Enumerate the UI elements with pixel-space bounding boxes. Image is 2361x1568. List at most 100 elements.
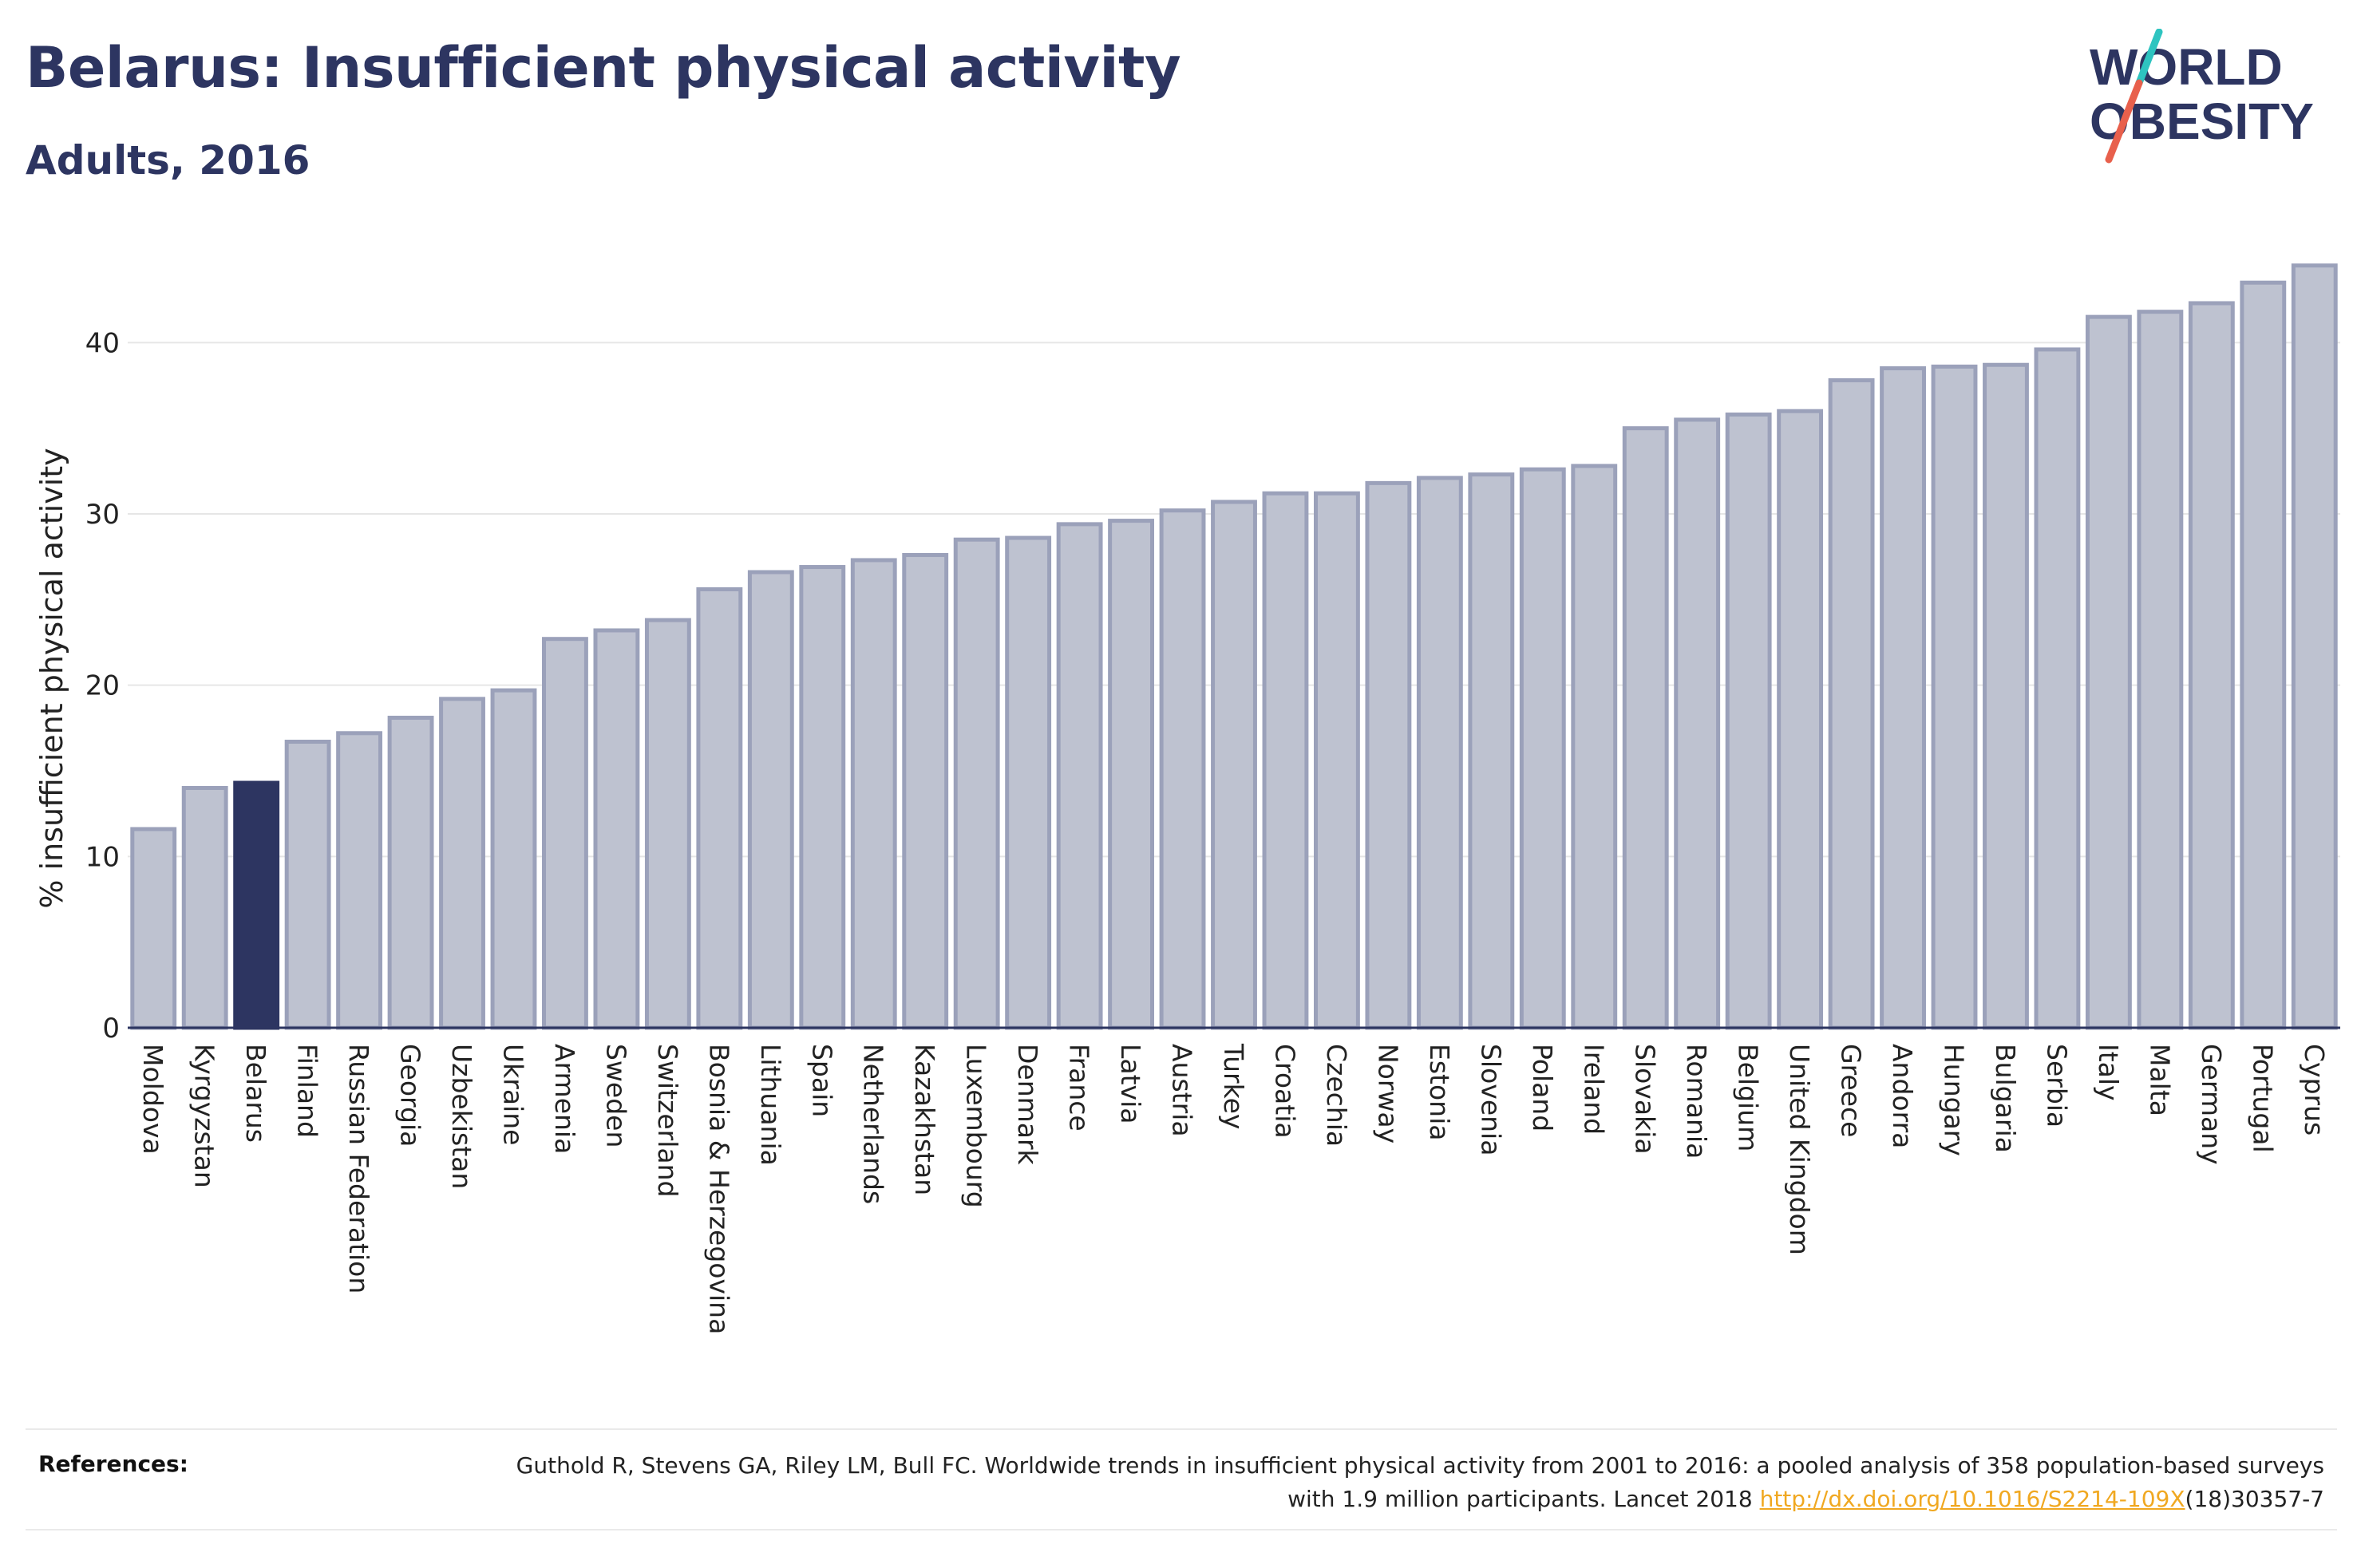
bar-georgia[interactable] xyxy=(387,715,434,1030)
reference-doi-link[interactable]: http://dx.doi.org/10.1016/S2214-109X xyxy=(1759,1486,2185,1512)
x-tick-label: Andorra xyxy=(1887,1044,1918,1148)
bar-spain[interactable] xyxy=(799,565,846,1030)
bar-cyprus[interactable] xyxy=(2291,263,2338,1030)
y-tick-label: 40 xyxy=(85,327,120,359)
x-tick-label: Bulgaria xyxy=(1990,1044,2021,1153)
x-tick-label: Georgia xyxy=(395,1044,426,1147)
x-tick-label: Denmark xyxy=(1012,1044,1043,1166)
bar-serbia[interactable] xyxy=(2034,347,2081,1030)
x-tick-label: Cyprus xyxy=(2299,1044,2330,1136)
x-tick-label: Romania xyxy=(1681,1044,1712,1159)
x-tick-label: Malta xyxy=(2144,1044,2175,1116)
x-tick-label: Ukraine xyxy=(497,1044,528,1145)
logo-slash-teal xyxy=(2135,28,2163,87)
bar-belarus[interactable] xyxy=(233,780,280,1030)
x-tick-label: Czechia xyxy=(1321,1044,1352,1147)
x-tick-label: Netherlands xyxy=(858,1044,889,1204)
bar-bosnia-herzegovina[interactable] xyxy=(696,587,743,1030)
bar-ireland[interactable] xyxy=(1571,464,1618,1030)
y-axis-label: % insufficient physical activity xyxy=(34,448,69,908)
x-tick-label: Latvia xyxy=(1115,1044,1146,1124)
bars xyxy=(130,263,2338,1030)
bar-kyrgyzstan[interactable] xyxy=(181,785,228,1030)
x-tick-label: Ireland xyxy=(1578,1044,1609,1135)
x-axis-labels: Moldova Kyrgyzstan Belarus Finland Russian F… xyxy=(137,1043,2330,1334)
x-tick-label: United Kingdom xyxy=(1784,1044,1815,1255)
bar-italy[interactable] xyxy=(2085,314,2132,1030)
bar-russian-federation[interactable] xyxy=(336,731,383,1030)
bar-slovenia[interactable] xyxy=(1468,472,1515,1030)
bar-lithuania[interactable] xyxy=(747,570,794,1030)
x-tick-label: Hungary xyxy=(1939,1044,1970,1156)
x-tick-label: Estonia xyxy=(1424,1044,1455,1140)
bar-united-kingdom[interactable] xyxy=(1777,409,1824,1030)
references-panel: References: Guthold R, Stevens GA, Riley… xyxy=(26,1428,2337,1530)
bar-luxembourg[interactable] xyxy=(953,537,1000,1030)
bar-romania[interactable] xyxy=(1674,417,1721,1030)
bar-germany[interactable] xyxy=(2188,301,2235,1030)
x-tick-label: Kyrgyzstan xyxy=(189,1044,220,1188)
x-tick-label: Turkey xyxy=(1218,1043,1249,1129)
chart-title: Belarus: Insufficient physical activity xyxy=(26,35,1181,101)
references-text: Guthold R, Stevens GA, Riley LM, Bull FC… xyxy=(488,1449,2324,1516)
x-tick-label: Germany xyxy=(2196,1044,2227,1165)
x-tick-label: Italy xyxy=(2093,1044,2124,1101)
x-tick-label: Lithuania xyxy=(755,1044,786,1166)
bar-andorra[interactable] xyxy=(1880,366,1926,1030)
bar-belgium[interactable] xyxy=(1725,412,1772,1030)
x-tick-label: Serbia xyxy=(2041,1044,2072,1128)
reference-citation: Guthold R, Stevens GA, Riley LM, Bull FC… xyxy=(516,1452,2324,1512)
logo-line1: WORLD xyxy=(2090,38,2283,96)
bar-turkey[interactable] xyxy=(1211,500,1257,1030)
bar-croatia[interactable] xyxy=(1262,491,1309,1030)
bar-austria[interactable] xyxy=(1159,508,1206,1030)
bar-hungary[interactable] xyxy=(1931,364,1978,1030)
reference-suffix: (18)30357-7 xyxy=(2185,1486,2324,1512)
bar-bulgaria[interactable] xyxy=(1983,362,2029,1030)
x-tick-label: France xyxy=(1064,1044,1095,1132)
bar-norway[interactable] xyxy=(1365,480,1412,1030)
bar-switzerland[interactable] xyxy=(644,618,691,1030)
y-tick-label: 10 xyxy=(85,841,120,873)
bar-chart: 0 10 20 30 40 Moldova Kyrgyzstan Belarus Finlan… xyxy=(34,263,2340,1334)
x-tick-label: Austria xyxy=(1167,1044,1198,1137)
x-tick-label: Armenia xyxy=(549,1044,580,1154)
x-tick-label: Portugal xyxy=(2247,1044,2278,1153)
x-tick-label: Belgium xyxy=(1733,1044,1764,1151)
bar-czechia[interactable] xyxy=(1313,491,1360,1030)
bar-uzbekistan[interactable] xyxy=(439,697,485,1030)
bar-slovakia[interactable] xyxy=(1622,426,1669,1030)
x-tick-label: Moldova xyxy=(137,1044,168,1155)
x-tick-label: Luxembourg xyxy=(961,1044,992,1208)
logo-slash-coral xyxy=(2105,79,2143,164)
x-tick-label: Uzbekistan xyxy=(446,1044,477,1189)
x-tick-label: Bosnia & Herzegovina xyxy=(703,1044,734,1334)
x-tick-label: Finland xyxy=(292,1044,323,1138)
bar-kazakhstan[interactable] xyxy=(902,553,949,1030)
x-tick-label: Belarus xyxy=(240,1044,271,1143)
bar-estonia[interactable] xyxy=(1416,476,1463,1030)
world-obesity-logo[interactable]: WORLD OBESITY xyxy=(2075,28,2339,172)
y-tick-label: 0 xyxy=(102,1013,120,1045)
bar-greece[interactable] xyxy=(1828,378,1875,1030)
bar-ukraine[interactable] xyxy=(490,688,537,1030)
bar-sweden[interactable] xyxy=(593,628,640,1030)
bar-netherlands[interactable] xyxy=(850,558,897,1030)
x-tick-label: Norway xyxy=(1372,1044,1403,1143)
bar-poland[interactable] xyxy=(1519,467,1566,1030)
y-tick-label: 30 xyxy=(85,499,120,531)
bar-portugal[interactable] xyxy=(2240,280,2287,1030)
bar-finland[interactable] xyxy=(284,740,331,1030)
bar-france[interactable] xyxy=(1056,522,1103,1030)
x-tick-label: Greece xyxy=(1836,1044,1867,1137)
x-tick-label: Poland xyxy=(1527,1044,1558,1132)
bar-moldova[interactable] xyxy=(130,827,177,1030)
bar-denmark[interactable] xyxy=(1005,535,1052,1030)
bar-latvia[interactable] xyxy=(1108,519,1155,1030)
y-tick-label: 20 xyxy=(85,670,120,702)
x-tick-label: Croatia xyxy=(1269,1044,1300,1139)
x-tick-label: Slovenia xyxy=(1475,1044,1506,1155)
bar-armenia[interactable] xyxy=(542,637,588,1030)
bar-malta[interactable] xyxy=(2137,310,2184,1030)
x-tick-label: Switzerland xyxy=(652,1044,683,1198)
